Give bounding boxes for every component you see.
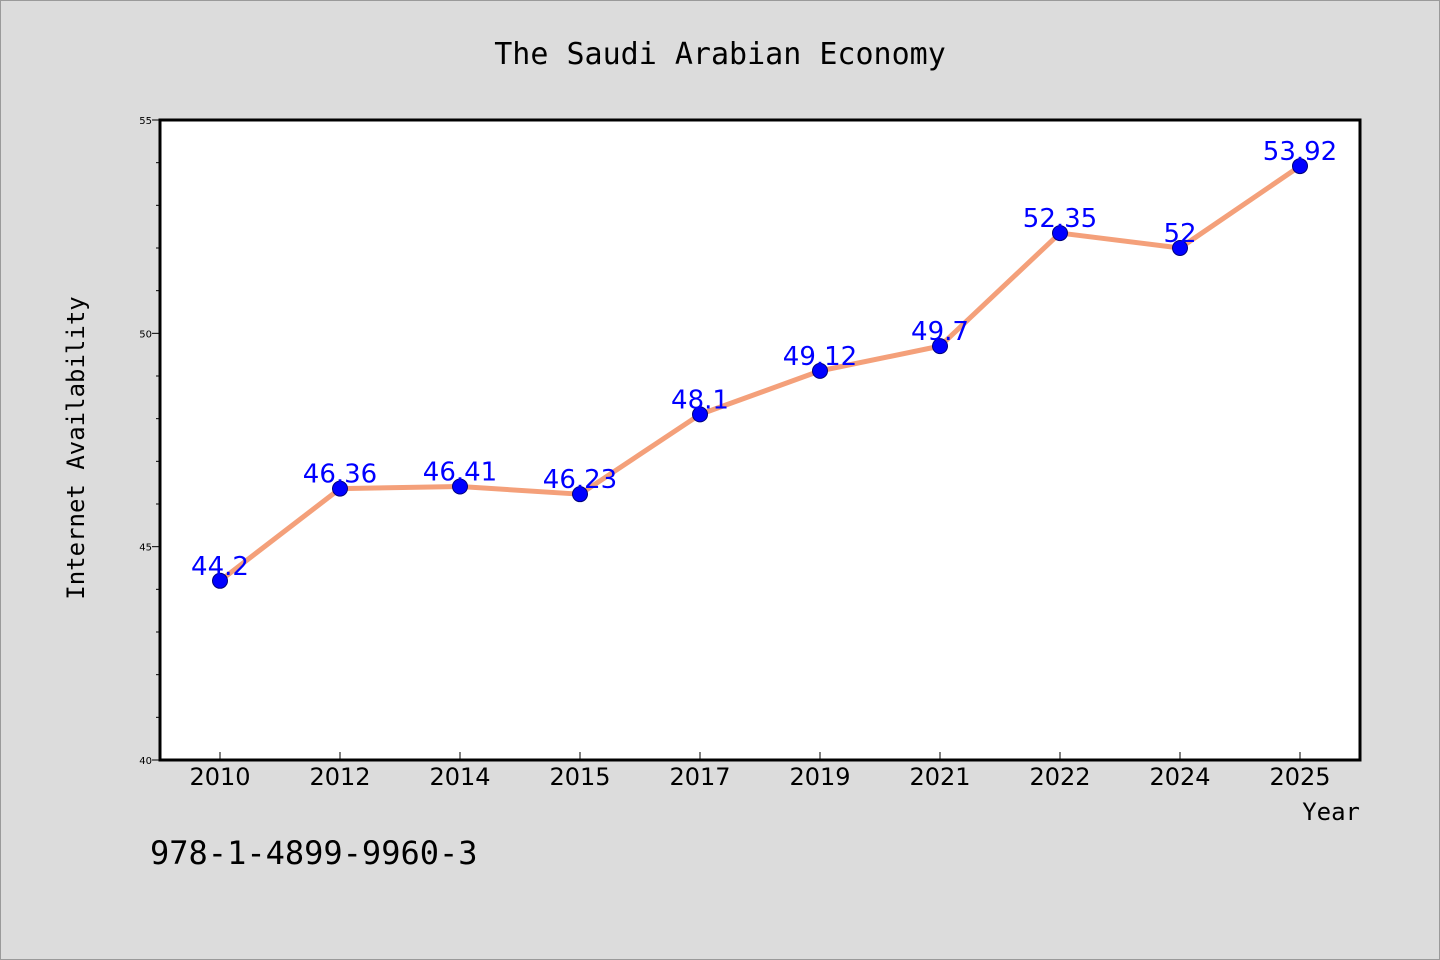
- x-tick-label: 2024: [1149, 763, 1210, 791]
- data-label: 44.2: [191, 552, 249, 582]
- data-label: 46.23: [543, 465, 617, 495]
- data-label: 52.35: [1023, 204, 1097, 234]
- isbn-text: 978-1-4899-9960-3: [150, 834, 478, 872]
- data-point: [1172, 240, 1188, 256]
- y-tick-label: 40: [139, 756, 152, 767]
- y-tick-label: 55: [139, 116, 152, 127]
- data-label: 46.41: [423, 458, 497, 488]
- y-axis-ticks: 40 45 50 55: [139, 116, 160, 767]
- data-labels-layer: 44.2 46.36 46.41 46.23 48.1 49.12 49.7 52.35 52 5…: [191, 137, 1337, 582]
- data-point: [452, 478, 468, 495]
- x-axis-label: Year: [1302, 798, 1360, 826]
- data-point: [572, 486, 588, 503]
- x-tick-label: 2015: [549, 763, 610, 791]
- x-tick-label: 2010: [189, 763, 250, 791]
- data-label: 52: [1163, 219, 1196, 249]
- data-label: 48.1: [671, 385, 729, 415]
- x-tick-label: 2021: [909, 763, 970, 791]
- x-tick-label: 2019: [789, 763, 850, 791]
- data-point: [212, 572, 228, 589]
- data-point: [932, 338, 948, 355]
- x-tick-label: 2014: [429, 763, 490, 791]
- data-point: [692, 406, 708, 423]
- series-line: [217, 163, 1303, 584]
- x-tick-label: 2022: [1029, 763, 1090, 791]
- x-axis-ticks: 2010 2012 2014 2015 2017 2019 2021 2022 2024 2025: [189, 752, 1331, 791]
- plot-area: [158, 118, 1362, 762]
- data-label: 49.12: [783, 342, 857, 372]
- data-point: [1292, 158, 1308, 175]
- data-label: 49.7: [911, 317, 969, 347]
- data-label: 53.92: [1263, 137, 1337, 167]
- y-tick-label: 50: [139, 329, 152, 340]
- data-point: [1052, 225, 1068, 242]
- data-point: [812, 362, 828, 379]
- x-tick-label: 2012: [309, 763, 370, 791]
- series-layer: [212, 158, 1308, 589]
- y-axis-label: Internet Availability: [62, 296, 90, 599]
- data-label: 46.36: [303, 460, 377, 490]
- y-tick-label: 45: [139, 543, 152, 554]
- data-point: [332, 480, 348, 497]
- x-tick-label: 2025: [1269, 763, 1330, 791]
- x-tick-label: 2017: [669, 763, 730, 791]
- chart-title: The Saudi Arabian Economy: [494, 37, 946, 72]
